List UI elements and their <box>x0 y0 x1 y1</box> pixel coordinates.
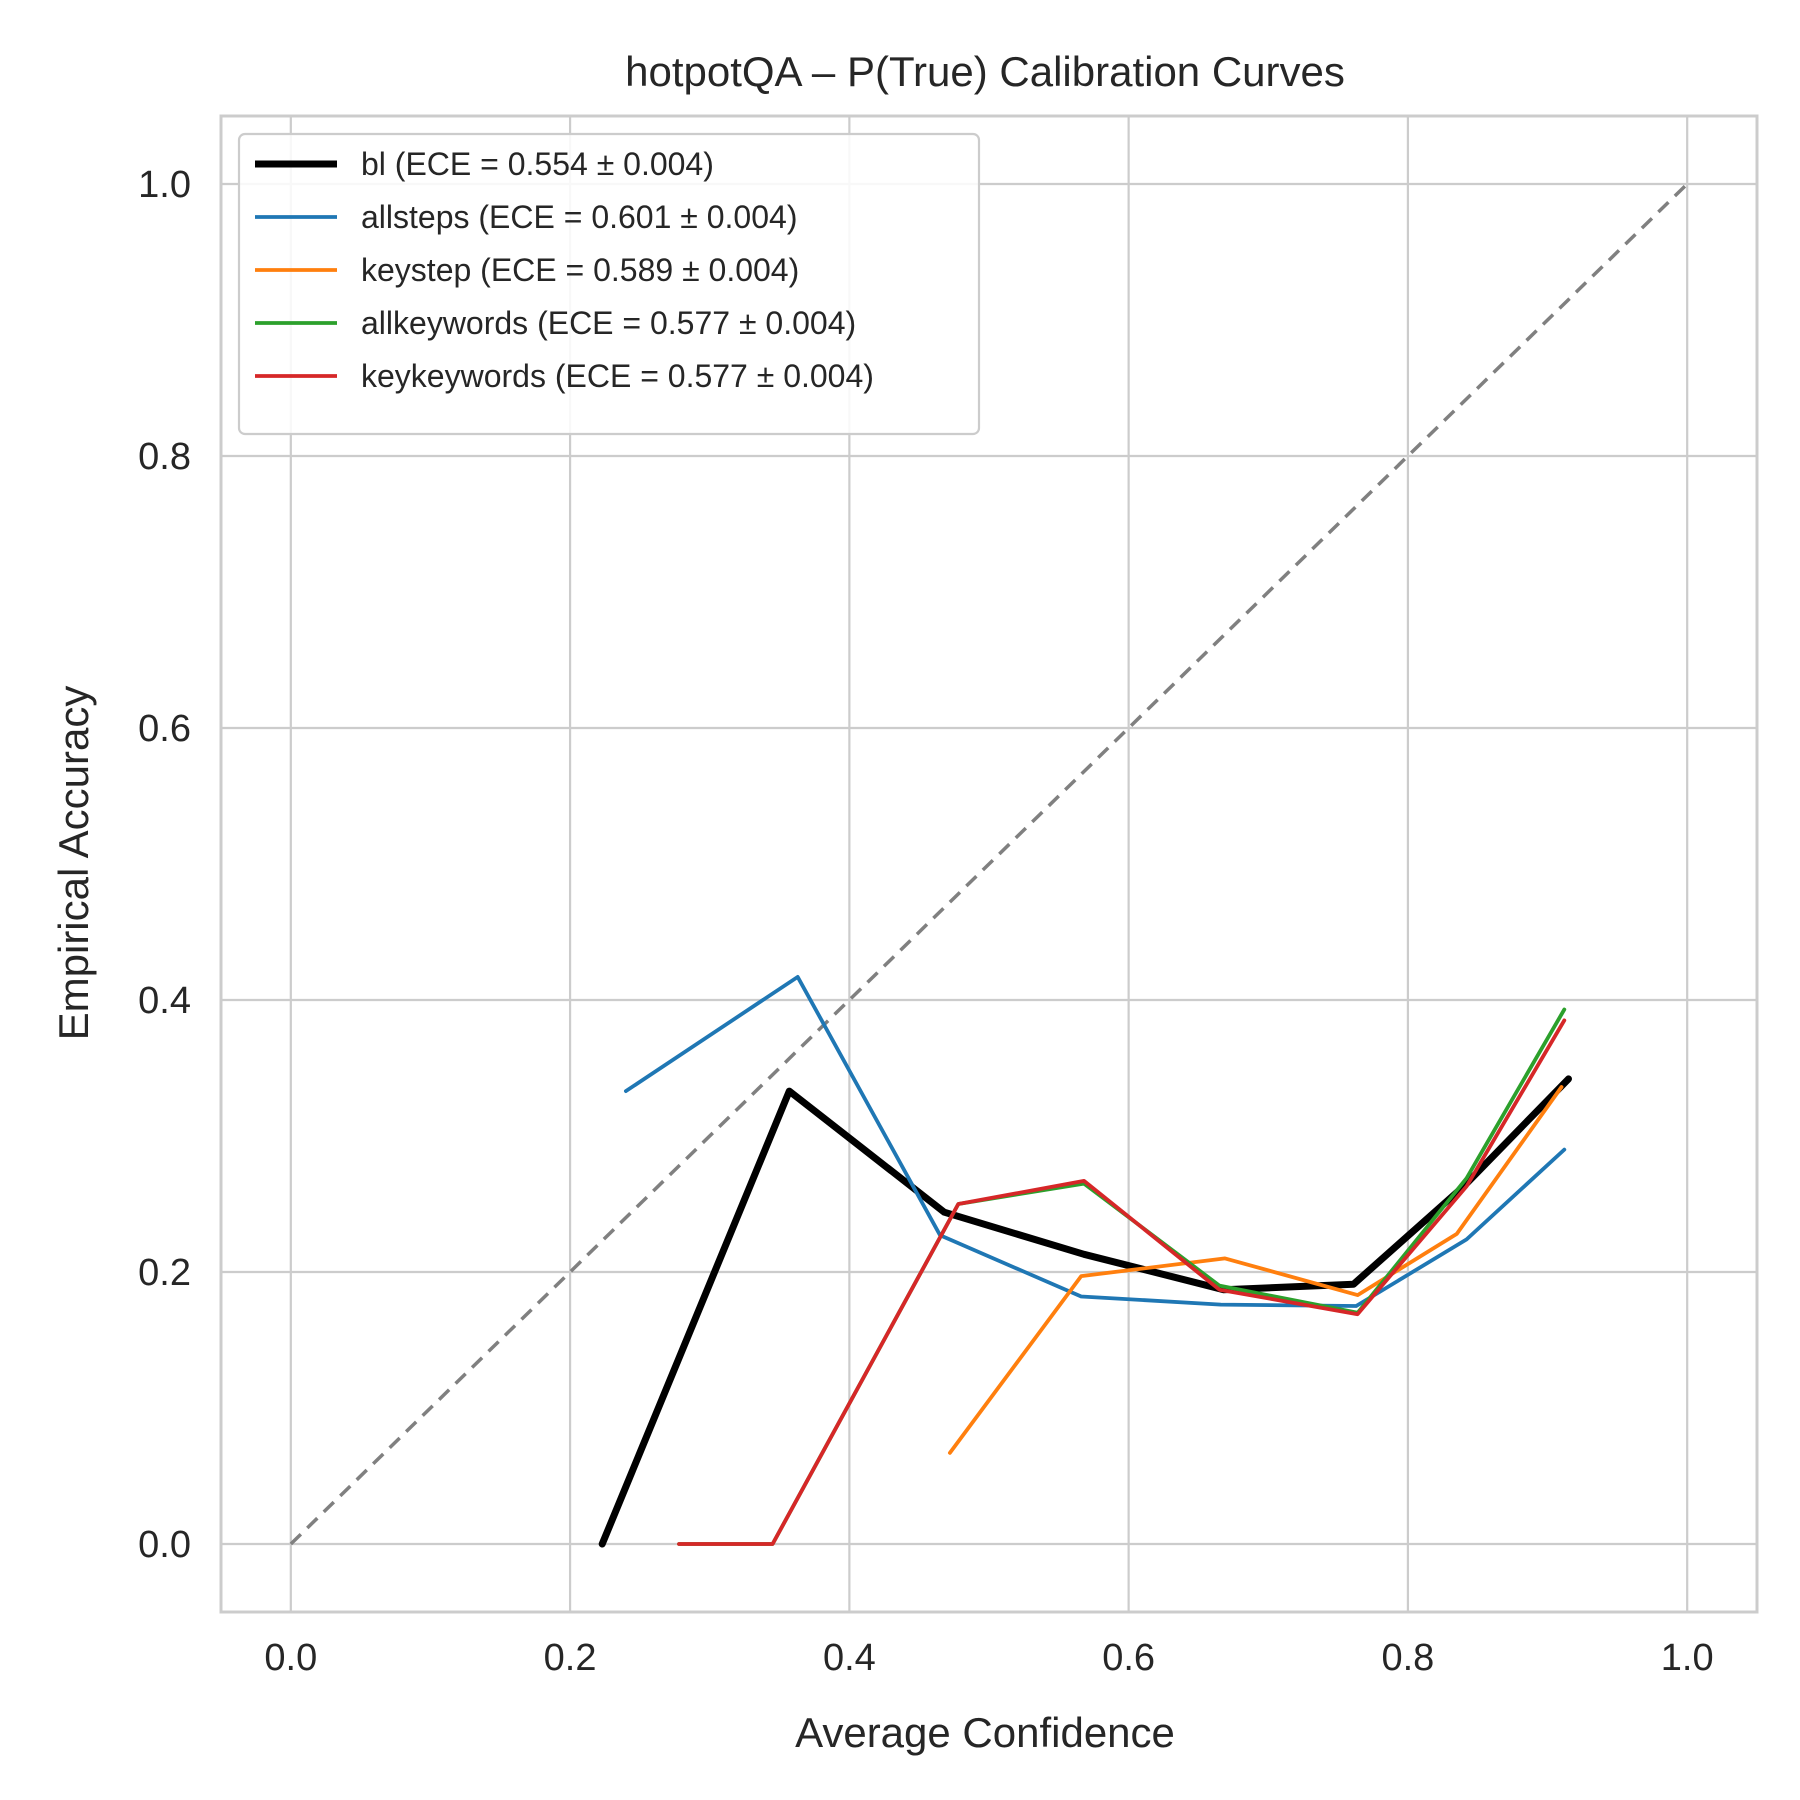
y-axis-label: Empirical Accuracy <box>50 686 97 1041</box>
series-layer <box>598 975 1572 1548</box>
y-tick-label: 1.0 <box>138 164 191 206</box>
reference-line-layer <box>289 182 1689 1546</box>
y-tick-label: 0.8 <box>138 436 191 478</box>
x-tick-label: 0.6 <box>1102 1637 1155 1679</box>
y-tick-label: 0.2 <box>138 1252 191 1294</box>
perfect-calibration-line <box>289 182 1689 1546</box>
x-tick-label: 1.0 <box>1661 1637 1714 1679</box>
series-line-keystep <box>948 1085 1564 1455</box>
x-tick-label: 0.8 <box>1381 1637 1434 1679</box>
legend-entry-label: keystep (ECE = 0.589 ± 0.004) <box>361 252 799 288</box>
x-tick-label: 0.2 <box>544 1637 597 1679</box>
x-tick-label: 0.4 <box>823 1637 876 1679</box>
legend-entry-label: allsteps (ECE = 0.601 ± 0.004) <box>361 199 797 235</box>
legend-entry-label: keykeywords (ECE = 0.577 ± 0.004) <box>361 358 874 394</box>
y-tick-label: 0.4 <box>138 980 191 1022</box>
x-tick-label: 0.0 <box>264 1637 317 1679</box>
y-tick-label: 0.0 <box>138 1524 191 1566</box>
legend: bl (ECE = 0.554 ± 0.004) allsteps (ECE = … <box>237 132 981 436</box>
y-tick-label: 0.6 <box>138 708 191 750</box>
legend-entry-label: allkeywords (ECE = 0.577 ± 0.004) <box>361 305 856 341</box>
tick-labels: 0.0 0.2 0.4 0.6 0.8 1.0 0.0 0.2 0.4 0.6 0.8 1.0 <box>138 164 1713 1679</box>
series-line-keykeywords <box>677 1018 1567 1546</box>
legend-box <box>237 132 981 436</box>
legend-entry-label: bl (ECE = 0.554 ± 0.004) <box>361 146 714 182</box>
plot-frame <box>219 114 1759 1614</box>
x-axis-label: Average Confidence <box>795 1709 1175 1756</box>
chart-title: hotpotQA – P(True) Calibration Curves <box>625 48 1345 95</box>
series-line-allsteps <box>624 975 1567 1308</box>
